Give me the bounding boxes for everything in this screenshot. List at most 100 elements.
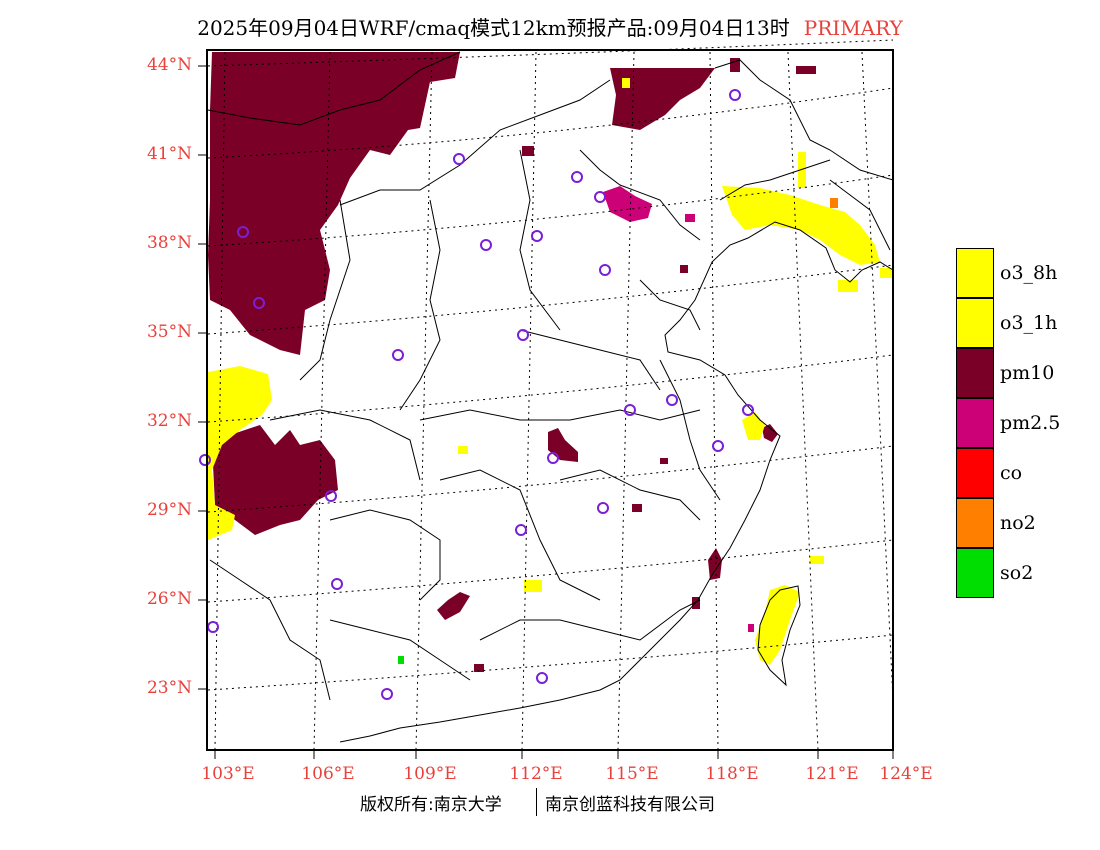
legend-label: so2 [1000,562,1034,584]
gansu-border [299,199,351,381]
primary-tag: PRIMARY [803,16,903,40]
shaanxi-border [399,199,441,411]
no2-spot [830,198,838,208]
pm10-areas [208,52,816,672]
station-markers [199,89,754,700]
station-marker [207,621,219,633]
pm10-shanghai-spot [762,424,778,442]
lat-label-32: 32°N [146,411,192,431]
o3-spot-e [880,268,892,278]
meridian-103 [214,51,226,751]
lat-label-38: 38°N [146,233,192,253]
parallel-41 [207,87,894,159]
station-marker [729,89,741,101]
o3-shanghai-area [742,412,765,440]
legend-label: co [1000,462,1023,484]
lon-label-118: 118°E [705,764,759,784]
parallel-26 [207,539,894,603]
henan-border [519,329,661,391]
lat-label-44: 44°N [146,55,192,75]
graticule [207,39,894,751]
meridian-118 [709,51,719,751]
legend-swatch [956,298,994,348]
parallel-32 [207,354,894,423]
legend-swatch [956,248,994,298]
station-marker [253,297,265,309]
pm10-spot-c [632,504,642,512]
liaoning-coast [719,159,831,201]
station-marker [599,264,611,276]
legend-item-so2: so2 [956,548,1100,598]
o3-sichuan-west-area [208,366,272,540]
parallel-44 [207,39,894,67]
pm10-sichuan-area [212,425,338,535]
pm10-spot-h [796,66,816,74]
footer-separator [536,788,537,816]
lon-label-115: 115°E [605,764,659,784]
copyright-company: 南京创蓝科技有限公司 [545,795,715,815]
pm10-spot-e [474,664,484,672]
meridian-124 [861,51,894,701]
so2-areas [398,656,404,664]
station-marker [536,672,548,684]
parallel-23 [207,634,894,691]
guizhou-border [329,509,441,601]
parallel-38 [207,174,894,247]
lat-label-26: 26°N [146,589,192,609]
legend-item-pm25: pm2.5 [956,398,1100,448]
legend-swatch [956,548,994,598]
map-frame [206,49,894,751]
pm25-areas [603,186,754,632]
no2-areas [830,198,838,208]
so2-spot [398,656,404,664]
station-marker [480,239,492,251]
legend-item-o3-8h: o3_8h [956,248,1100,298]
station-marker [331,578,343,590]
o3-spot-f [622,78,630,88]
legend-swatch [956,498,994,548]
boundary-lines [207,51,894,743]
station-marker [515,524,527,536]
pm25-spot-b [748,624,754,632]
anhui-border [659,359,721,501]
tick-marks [198,65,894,759]
lon-label-103: 103°E [201,764,255,784]
lat-label-41: 41°N [146,144,192,164]
northeast-border [714,59,894,181]
lon-label-109: 109°E [403,764,457,784]
station-marker [666,394,678,406]
legend-label: o3_8h [1000,262,1058,284]
pm10-north-area [208,52,460,355]
station-marker [571,171,583,183]
pm10-spot-g [730,58,740,72]
guangxi-border [329,619,471,681]
jiangxi-border [559,469,701,521]
meridian-115 [617,51,635,751]
o3-areas [208,78,892,665]
meridian-109 [415,51,433,751]
meridian-112 [521,51,537,751]
map-title: 2025年09月04日WRF/cmaq模式12km预报产品:09月04日13时 P… [0,12,1100,41]
lat-label-29: 29°N [146,500,192,520]
yunnan-border [209,559,331,701]
o3-bohai-area [722,186,880,265]
legend-item-pm10: pm10 [956,348,1100,398]
parallel-35 [207,264,894,335]
mongolia-border [207,51,461,126]
meridian-106 [313,51,331,751]
pm10-hubei-spot [548,428,578,462]
pm10-guangxi-spot [437,592,470,620]
station-marker [597,502,609,514]
pm10-spot-a [522,146,534,156]
o3-taiwan-area [755,585,800,665]
legend-label: no2 [1000,512,1036,534]
station-marker [517,329,529,341]
station-marker [624,404,636,416]
legend-label: o3_1h [1000,312,1058,334]
shandong-border [639,279,701,331]
station-marker [237,226,249,238]
station-marker [742,404,754,416]
lat-label-23: 23°N [146,678,192,698]
pm10-fujian-spot [708,548,722,580]
